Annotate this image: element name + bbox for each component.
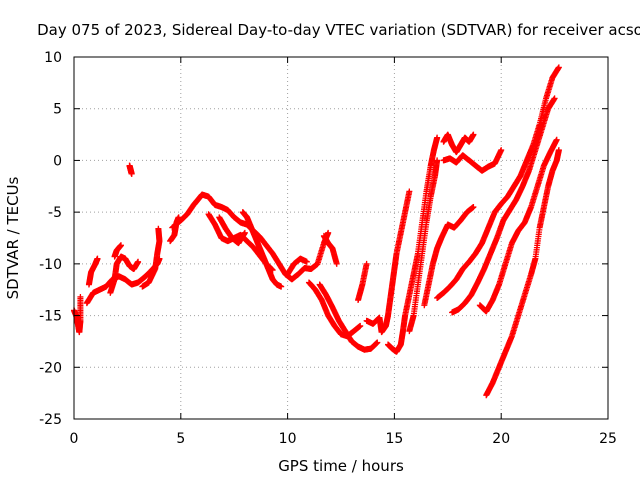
series-arc-9	[169, 191, 332, 283]
data-point-marker	[363, 260, 370, 267]
data-point-marker	[553, 136, 560, 143]
data-marks	[71, 64, 562, 399]
series-arc-7	[139, 225, 163, 290]
plot-frame	[73, 56, 609, 420]
x-axis-label: GPS time / hours	[278, 457, 404, 475]
data-point-marker	[117, 242, 124, 249]
series-arc-20	[406, 157, 441, 335]
y-tick-label: 10	[44, 50, 62, 66]
series-arc-19	[384, 134, 441, 355]
series-arc-22	[434, 64, 562, 301]
data-point-marker	[135, 258, 142, 265]
data-point-marker	[555, 64, 562, 71]
chart-title: Day 075 of 2023, Sidereal Day-to-day VTE…	[37, 21, 640, 39]
y-tick-label: -20	[39, 360, 62, 376]
data-point-marker	[155, 225, 162, 232]
series-arc-25	[449, 95, 558, 316]
data-point-marker	[498, 147, 505, 154]
data-point-marker	[434, 134, 441, 141]
data-point-marker	[357, 322, 364, 329]
series-arc-24	[440, 131, 477, 156]
series-arc-11	[216, 214, 248, 247]
data-point-marker	[94, 255, 101, 262]
series-arc-12	[239, 209, 285, 290]
data-point-marker	[470, 203, 477, 210]
series-arc-18	[363, 188, 413, 336]
y-tick-label: -10	[39, 257, 62, 273]
y-tick-label: 0	[53, 153, 62, 169]
x-tick-label: 0	[70, 431, 79, 447]
series-arc-6	[126, 162, 135, 177]
series-arc-17	[355, 260, 370, 304]
axis-ticks: 0 5 10 15 20 25 -25 -20 -15 -10 -5 0 5 10	[39, 50, 617, 447]
x-tick-label: 5	[176, 431, 185, 447]
x-tick-label: 20	[492, 431, 510, 447]
data-point-marker	[555, 147, 562, 154]
series-arc-16	[320, 232, 340, 267]
x-tick-label: 25	[599, 431, 617, 447]
data-point-marker	[551, 95, 558, 102]
data-point-marker	[128, 170, 135, 177]
data-point-marker	[333, 260, 340, 267]
x-tick-label: 15	[385, 431, 403, 447]
data-point-marker	[241, 229, 248, 236]
y-axis-label: SDTVAR / TECUs	[4, 176, 22, 299]
series-arc-3	[85, 255, 101, 288]
y-tick-label: -25	[39, 412, 62, 428]
data-point-marker	[374, 339, 381, 346]
y-tick-label: 5	[53, 102, 62, 118]
series-arc-27	[483, 147, 562, 399]
data-point-marker	[278, 283, 285, 290]
series-arc-23	[440, 147, 505, 174]
data-point-marker	[325, 229, 332, 236]
x-tick-label: 10	[279, 431, 297, 447]
series-arc-26	[476, 136, 560, 315]
series-arc-1	[71, 293, 84, 336]
data-point-marker	[470, 131, 477, 138]
data-point-marker	[406, 188, 413, 195]
data-point-marker	[77, 293, 84, 300]
series-arc-15	[316, 281, 381, 353]
series-arc-4	[107, 253, 142, 296]
grid	[74, 57, 608, 419]
data-point-marker	[434, 157, 441, 164]
data-point-marker	[303, 258, 310, 265]
series-arc-13	[284, 255, 310, 278]
series-arc-21	[421, 203, 477, 309]
y-tick-label: -15	[39, 309, 62, 325]
series-arc-5	[111, 242, 124, 260]
y-tick-label: -5	[48, 205, 62, 221]
